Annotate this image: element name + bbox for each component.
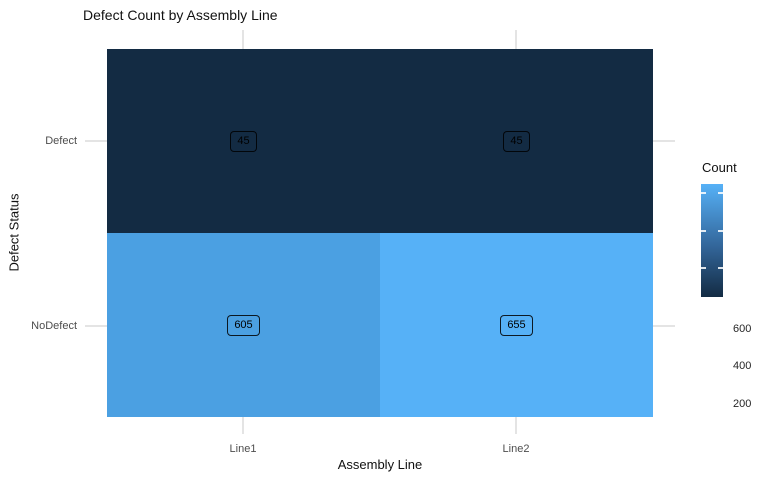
legend-colorbar xyxy=(701,184,723,297)
legend-tickmark xyxy=(718,192,723,194)
plot-panel: 45 45 605 655 xyxy=(85,30,675,434)
x-tick-label-line1: Line1 xyxy=(229,443,257,455)
y-tick-label-nodefect: NoDefect xyxy=(31,320,77,332)
chart-title: Defect Count by Assembly Line xyxy=(83,7,278,23)
legend-title: Count xyxy=(702,160,737,175)
heatmap-cell-defect-line1: 45 xyxy=(107,49,380,233)
y-axis-title: Defect Status xyxy=(6,193,22,272)
legend-tick-label-600: 600 xyxy=(733,323,752,335)
legend-tick-label-400: 400 xyxy=(733,360,752,372)
legend-tickmark xyxy=(718,267,723,269)
x-axis-title: Assembly Line xyxy=(337,457,423,472)
cell-value-label: 45 xyxy=(230,130,257,152)
legend: Count 600 400 200 xyxy=(700,160,768,410)
heatmap-tiles: 45 45 605 655 xyxy=(107,49,653,417)
heatmap-cell-defect-line2: 45 xyxy=(380,49,653,233)
cell-value-label: 45 xyxy=(503,130,530,152)
legend-tickmark xyxy=(701,230,706,232)
cell-value-label: 655 xyxy=(500,314,533,336)
legend-tickmark xyxy=(701,267,706,269)
y-tick-label-defect: Defect xyxy=(45,135,77,147)
cell-value-label: 605 xyxy=(227,314,260,336)
legend-tick-label-200: 200 xyxy=(733,398,752,410)
legend-tickmark xyxy=(701,192,706,194)
x-tick-label-line2: Line2 xyxy=(502,443,530,455)
legend-tickmark xyxy=(718,230,723,232)
heatmap-cell-nodefect-line1: 605 xyxy=(107,233,380,417)
heatmap-cell-nodefect-line2: 655 xyxy=(380,233,653,417)
